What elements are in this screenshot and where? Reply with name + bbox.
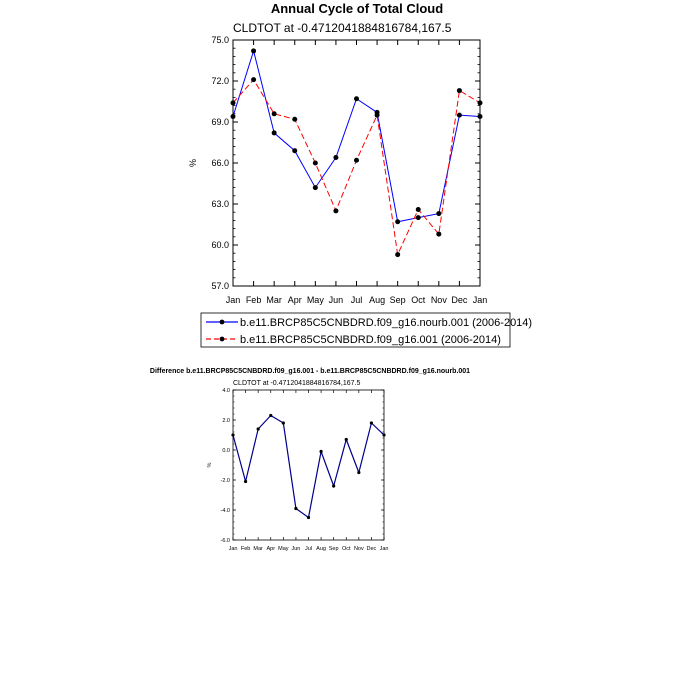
data-point [251, 77, 257, 83]
x-tick-label: Sep [390, 295, 406, 305]
x-tick-label: Nov [431, 295, 448, 305]
difference-chart-subtitle: CLDTOT at -0.4712041884816784,167.5 [233, 380, 361, 387]
main-y-axis-label: % [188, 159, 198, 167]
main-chart-title: Annual Cycle of Total Cloud [271, 1, 443, 16]
legend-entry-urb: b.e11.BRCP85C5CNBDRD.f09_g16.001 (2006-2… [206, 334, 501, 346]
y-tick-label: 72.0 [211, 76, 229, 86]
data-point [456, 88, 462, 94]
x-tick-label: Apr [266, 546, 275, 552]
main-chart: Annual Cycle of Total Cloud CLDTOT at -0… [188, 1, 532, 348]
series-line-1 [232, 78, 481, 257]
legend-entry-nourb: b.e11.BRCP85C5CNBDRD.f09_g16.nourb.001 (… [206, 317, 532, 329]
x-tick-label: Dec [451, 295, 468, 305]
x-tick-label: Aug [316, 546, 326, 552]
x-tick-label: Jul [305, 546, 312, 552]
legend-marker-urb [219, 336, 225, 342]
data-point [306, 515, 311, 520]
data-point [395, 252, 401, 258]
x-tick-label: Mar [253, 546, 263, 552]
y-tick-label: -4.0 [221, 508, 230, 514]
data-point [281, 421, 285, 425]
data-point [319, 449, 323, 454]
data-point [415, 206, 421, 212]
data-point [456, 112, 462, 118]
x-tick-label: Jul [351, 295, 363, 305]
main-plot-frame [232, 39, 481, 287]
y-tick-label: 0.0 [222, 448, 230, 454]
data-point [251, 48, 257, 54]
main-chart-subtitle: CLDTOT at -0.4712041884816784,167.5 [233, 21, 452, 35]
x-tick-label: Dec [367, 546, 377, 552]
data-point [332, 484, 336, 488]
x-tick-label: Nov [354, 546, 364, 552]
difference-chart: Difference b.e11.BRCP85C5CNBDRD.f09_g16.… [150, 368, 470, 552]
series-line-0 [232, 414, 385, 519]
x-tick-label: Sep [329, 546, 339, 552]
legend-box [200, 312, 511, 348]
data-point [382, 433, 386, 437]
data-point [477, 114, 483, 120]
x-tick-label: Jan [229, 546, 238, 552]
data-point [231, 433, 235, 437]
x-tick-label: May [278, 546, 289, 552]
data-point [436, 231, 442, 237]
data-point [354, 157, 359, 163]
data-point [354, 96, 359, 102]
legend-label-urb: b.e11.BRCP85C5CNBDRD.f09_g16.001 (2006-2… [240, 334, 501, 346]
data-point [294, 506, 298, 511]
data-point [477, 100, 483, 106]
data-point [395, 219, 401, 225]
x-tick-label: Feb [246, 295, 262, 305]
data-point [369, 421, 374, 425]
y-tick-label: 69.0 [211, 117, 229, 127]
x-tick-label: Aug [369, 295, 385, 305]
data-point [312, 160, 318, 166]
data-point [333, 208, 339, 214]
data-point [230, 114, 236, 120]
y-tick-label: 57.0 [211, 281, 229, 291]
y-tick-label: 60.0 [211, 240, 229, 250]
data-point [271, 130, 277, 136]
x-tick-label: Oct [411, 295, 426, 305]
y-tick-label: 75.0 [211, 35, 229, 45]
x-tick-label: Oct [342, 546, 351, 552]
legend-marker-nourb [219, 319, 225, 325]
data-point [292, 148, 298, 154]
y-tick-label: -6.0 [221, 538, 230, 544]
series-line-0 [232, 49, 481, 223]
data-point [271, 111, 277, 117]
x-tick-label: Apr [288, 295, 302, 305]
data-point [333, 155, 339, 161]
data-point [374, 112, 380, 118]
data-point [415, 215, 421, 221]
x-tick-label: May [307, 295, 325, 305]
y-tick-label: 4.0 [222, 388, 230, 394]
x-tick-label: Jun [291, 546, 300, 552]
data-point [344, 437, 348, 442]
difference-chart-title: Difference b.e11.BRCP85C5CNBDRD.f09_g16.… [150, 368, 470, 375]
x-tick-label: Jun [329, 295, 344, 305]
data-point [269, 413, 273, 418]
x-tick-label: Jan [380, 546, 389, 552]
y-tick-label: 2.0 [222, 418, 230, 424]
data-point [357, 470, 361, 475]
x-tick-label: Mar [266, 295, 282, 305]
legend-label-nourb: b.e11.BRCP85C5CNBDRD.f09_g16.nourb.001 (… [240, 317, 532, 329]
data-point [312, 185, 318, 191]
difference-y-axis-label: % [207, 462, 213, 467]
y-tick-label: 66.0 [211, 158, 229, 168]
y-tick-label: 63.0 [211, 199, 229, 209]
data-point [292, 116, 298, 122]
x-tick-label: Jan [226, 295, 241, 305]
data-point [436, 211, 442, 217]
x-tick-label: Jan [473, 295, 488, 305]
data-point [243, 479, 248, 484]
data-point [230, 100, 236, 106]
x-tick-label: Feb [241, 546, 250, 552]
y-tick-label: -2.0 [221, 478, 230, 484]
data-point [256, 427, 260, 431]
